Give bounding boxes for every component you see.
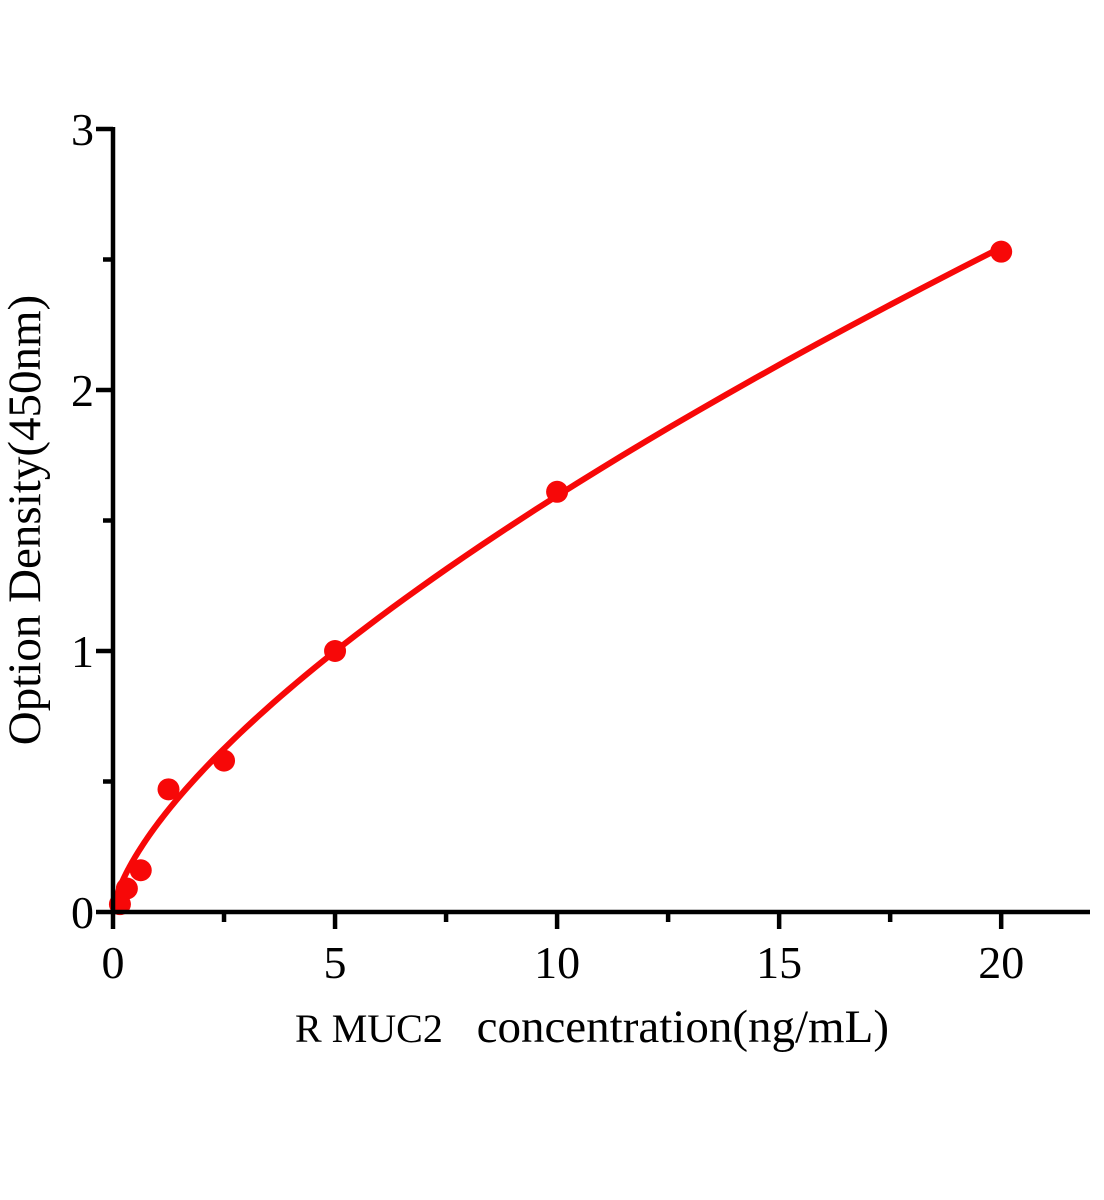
data-point xyxy=(990,240,1013,263)
fit-curve xyxy=(110,244,1005,911)
x-tick-label: 10 xyxy=(534,937,580,988)
y-tick-label: 1 xyxy=(71,626,94,677)
data-point xyxy=(157,778,180,801)
x-axis-title: R MUC2 concentration(ng/mL) xyxy=(295,1001,889,1053)
x-axis-title-main: concentration(ng/mL) xyxy=(477,1001,889,1053)
data-point xyxy=(115,877,138,900)
plot-area: 0 5 10 15 20 0 1 2 3 xyxy=(71,104,1090,988)
x-tick-label: 0 xyxy=(102,937,125,988)
x-tick-label: 15 xyxy=(756,937,802,988)
data-point xyxy=(129,859,152,882)
data-point xyxy=(324,640,347,662)
data-point xyxy=(213,749,236,772)
data-point xyxy=(546,480,569,503)
x-axis-title-prefix: R MUC2 xyxy=(295,1006,443,1051)
y-tick-label: 3 xyxy=(71,104,94,155)
x-tick-label: 20 xyxy=(978,937,1024,988)
y-tick-label: 2 xyxy=(71,365,94,416)
x-tick-label: 5 xyxy=(324,937,347,988)
y-axis-title: Option Density(450nm) xyxy=(0,295,51,745)
y-tick-label: 0 xyxy=(71,887,94,938)
